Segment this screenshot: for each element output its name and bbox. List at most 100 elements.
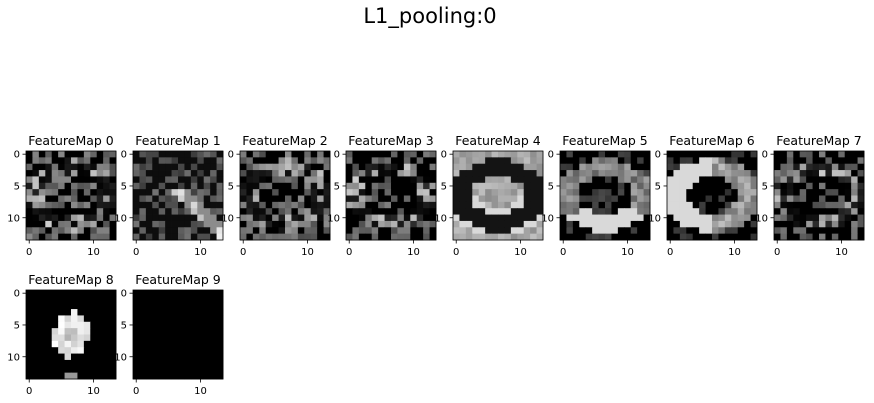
heatmap-cell — [358, 170, 366, 177]
heatmap-cell — [45, 372, 53, 380]
heatmap-cell — [26, 334, 33, 342]
heatmap-cell — [838, 233, 846, 241]
heatmap-cell — [216, 372, 224, 380]
heatmap-cell — [637, 170, 644, 177]
heatmap-cell — [165, 309, 172, 316]
heatmap-cell — [585, 176, 593, 184]
heatmap-cell — [197, 309, 205, 316]
heatmap-cell — [352, 201, 360, 209]
heatmap-cell — [391, 170, 398, 177]
heatmap-cell — [133, 189, 140, 196]
heatmap-cell — [667, 227, 674, 235]
heatmap-cell — [472, 182, 480, 190]
heatmap-cell — [190, 353, 198, 361]
heatmap-cell — [259, 220, 267, 228]
heatmap-cell — [96, 340, 104, 348]
heatmap-cell — [83, 195, 91, 203]
heatmap-cell — [190, 302, 198, 310]
heatmap-cell — [304, 157, 312, 165]
heatmap-cell — [310, 182, 318, 190]
y-tick-label: 0 — [14, 289, 20, 300]
heatmap-cell — [643, 151, 651, 158]
heatmap-cell — [403, 151, 411, 158]
heatmap-cell — [384, 208, 392, 215]
heatmap-cell — [246, 163, 254, 171]
heatmap-cell — [246, 170, 254, 177]
heatmap-cell — [637, 201, 644, 209]
heatmap-cell — [579, 157, 587, 165]
heatmap-cell — [453, 208, 460, 215]
heatmap-cell — [517, 227, 525, 235]
heatmap-cell — [297, 176, 305, 184]
heatmap-cell — [517, 170, 525, 177]
heatmap-cell — [498, 227, 505, 235]
heatmap-cell — [83, 157, 91, 165]
heatmap-cell — [391, 208, 398, 215]
heatmap-cell — [64, 353, 72, 361]
heatmap-cell — [317, 214, 324, 222]
heatmap-cell — [265, 189, 273, 196]
heatmap-cell — [158, 340, 166, 348]
heatmap-cell — [397, 227, 405, 235]
heatmap-cell — [96, 359, 104, 367]
panel-frame — [25, 150, 117, 241]
heatmap-cell — [291, 151, 299, 158]
heatmap-cell — [472, 170, 480, 177]
heatmap-cell — [391, 182, 398, 190]
y-tick-label: 10 — [114, 352, 127, 363]
heatmap-cell — [498, 214, 505, 222]
panel-title: FeatureMap 3 — [348, 133, 434, 148]
heatmap-cell — [26, 157, 33, 165]
heatmap-cell — [77, 157, 85, 165]
heatmap-cell — [203, 157, 211, 165]
heatmap-cell — [240, 170, 247, 177]
heatmap-cell — [64, 359, 72, 367]
heatmap-cell — [310, 201, 318, 209]
heatmap-cell — [152, 309, 160, 316]
heatmap-cell — [184, 157, 192, 165]
heatmap-cell — [71, 157, 78, 165]
heatmap-cell — [58, 227, 65, 235]
heatmap-cell — [530, 157, 537, 165]
heatmap-cell — [365, 176, 373, 184]
heatmap-cell — [158, 347, 166, 354]
heatmap-cell — [145, 296, 153, 304]
heatmap-cell — [278, 227, 286, 235]
heatmap-cell — [857, 157, 865, 165]
heatmap-cell — [572, 170, 580, 177]
heatmap-cell — [391, 214, 398, 222]
heatmap-cell — [71, 170, 78, 177]
heatmap-cell — [692, 227, 700, 235]
heatmap-cell — [429, 214, 437, 222]
heatmap-cell — [686, 208, 694, 215]
heatmap-cell — [178, 302, 185, 310]
heatmap-cell — [26, 296, 33, 304]
heatmap-cell — [45, 315, 53, 323]
panel-title: FeatureMap 2 — [242, 133, 328, 148]
heatmap-cell — [133, 296, 140, 304]
heatmap-cell — [712, 170, 719, 177]
heatmap-cell — [210, 182, 217, 190]
heatmap-cell — [272, 176, 279, 184]
heatmap-cell — [523, 208, 531, 215]
heatmap-cell — [617, 176, 625, 184]
heatmap-cell — [378, 195, 385, 203]
heatmap-cell — [178, 214, 185, 222]
heatmap-cell — [786, 182, 794, 190]
heatmap-cell — [560, 233, 567, 241]
heatmap-cell — [304, 214, 312, 222]
heatmap-cell — [630, 176, 638, 184]
heatmap-cell — [523, 214, 531, 222]
heatmap-cell — [731, 189, 739, 196]
heatmap-cell — [259, 208, 267, 215]
heatmap-cell — [572, 227, 580, 235]
heatmap-cell — [465, 157, 473, 165]
heatmap-cell — [572, 163, 580, 171]
heatmap-cell — [152, 296, 160, 304]
heatmap-cell — [45, 176, 53, 184]
heatmap-cell — [152, 220, 160, 228]
heatmap-cell — [472, 163, 480, 171]
heatmap-cell — [83, 176, 91, 184]
heatmap-cell — [774, 182, 781, 190]
heatmap-cell — [744, 170, 751, 177]
